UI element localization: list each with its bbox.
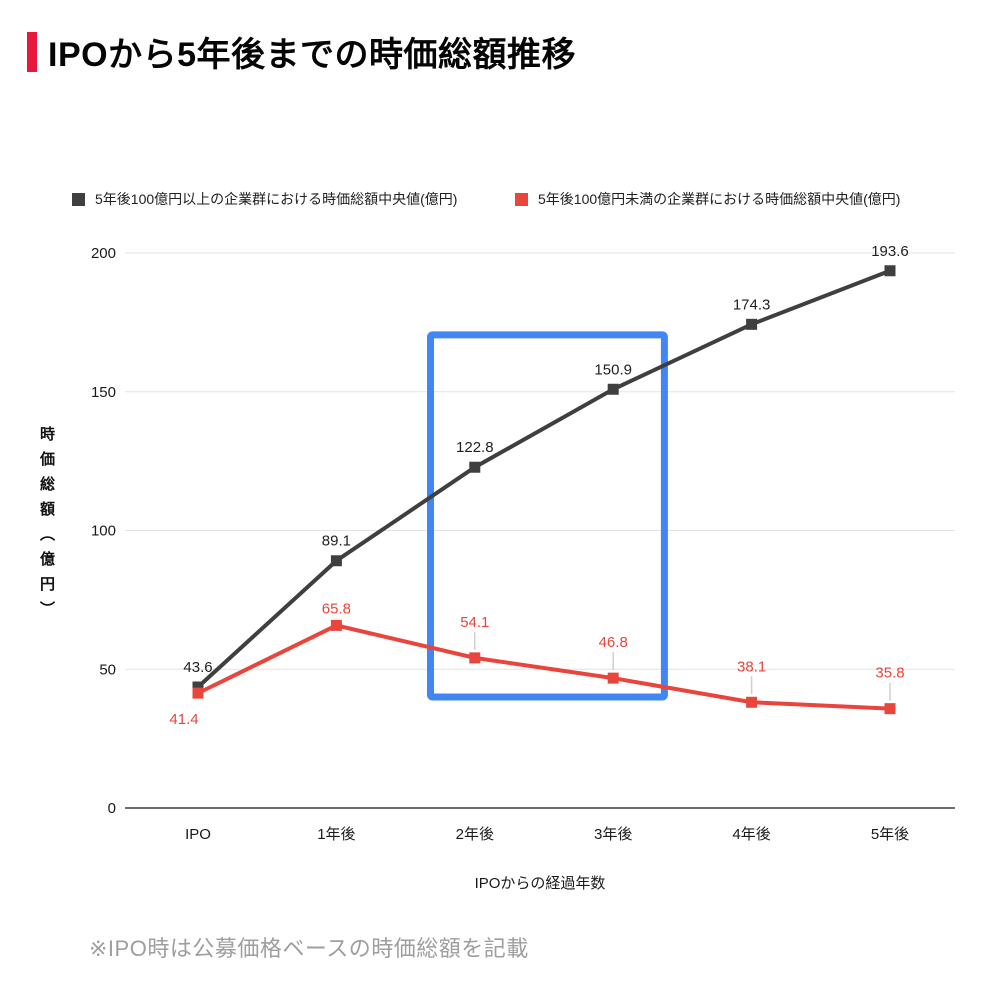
data-point-marker: [330, 555, 342, 567]
data-point-marker: [746, 696, 758, 708]
y-tick-label: 50: [99, 661, 116, 678]
data-label: 89.1: [322, 533, 351, 550]
data-label: 46.8: [599, 634, 628, 651]
legend-swatch-red-icon: [515, 192, 528, 206]
legend-swatch-dark-icon: [72, 192, 85, 206]
x-tick-label: IPO: [185, 826, 211, 843]
data-label: 41.4: [169, 711, 198, 728]
highlight-box: [427, 331, 668, 701]
y-tick-label: 200: [91, 245, 116, 262]
data-label: 150.9: [594, 361, 632, 378]
x-tick-label: 3年後: [594, 826, 632, 843]
data-point-marker: [469, 652, 481, 664]
x-tick-label: 2年後: [456, 826, 494, 843]
data-label: 35.8: [875, 665, 904, 682]
x-axis-title: IPOからの経過年数: [474, 875, 606, 892]
y-tick-label: 0: [108, 800, 116, 817]
data-label: 65.8: [322, 600, 351, 617]
data-point-marker: [192, 681, 204, 693]
chart-legend: 5年後100億円以上の企業群における時価総額中央値(億円) 5年後100億円未満…: [0, 190, 988, 210]
x-tick-label: 5年後: [871, 826, 909, 843]
page-title: IPOから5年後までの時価総額推移: [48, 36, 576, 74]
title-accent-bar: [27, 32, 37, 72]
data-point-marker: [607, 672, 619, 684]
data-point-marker: [192, 687, 204, 699]
y-tick-label: 100: [91, 523, 116, 540]
data-label: 193.6: [871, 243, 909, 260]
series-line-0: [196, 268, 891, 689]
legend-label: 5年後100億円以上の企業群における時価総額中央値(億円): [95, 191, 458, 207]
data-point-marker: [746, 318, 758, 330]
legend-item-under-100: 5年後100億円未満の企業群における時価総額中央値(億円): [515, 191, 900, 207]
data-label: 38.1: [737, 658, 766, 675]
legend-item-over-100: 5年後100億円以上の企業群における時価総額中央値(億円): [72, 191, 457, 207]
data-label: 174.3: [733, 296, 771, 313]
data-point-marker: [884, 703, 896, 715]
y-tick-label: 150: [91, 384, 116, 401]
x-tick-label: 4年後: [732, 826, 770, 843]
footnote: ※IPO時は公募価格ベースの時価総額を記載: [89, 936, 529, 961]
data-label: 122.8: [456, 439, 494, 456]
series-line-1: [197, 623, 891, 711]
data-point-marker: [469, 461, 481, 473]
data-point-marker: [607, 383, 619, 395]
data-label: 43.6: [183, 659, 212, 676]
data-point-marker: [884, 265, 896, 277]
data-label: 54.1: [460, 614, 489, 631]
legend-label: 5年後100億円未満の企業群における時価総額中央値(億円): [538, 191, 901, 207]
data-point-marker: [330, 619, 342, 631]
y-axis-title: 時価総額（億円）: [38, 426, 55, 626]
x-tick-label: 1年後: [317, 826, 355, 843]
